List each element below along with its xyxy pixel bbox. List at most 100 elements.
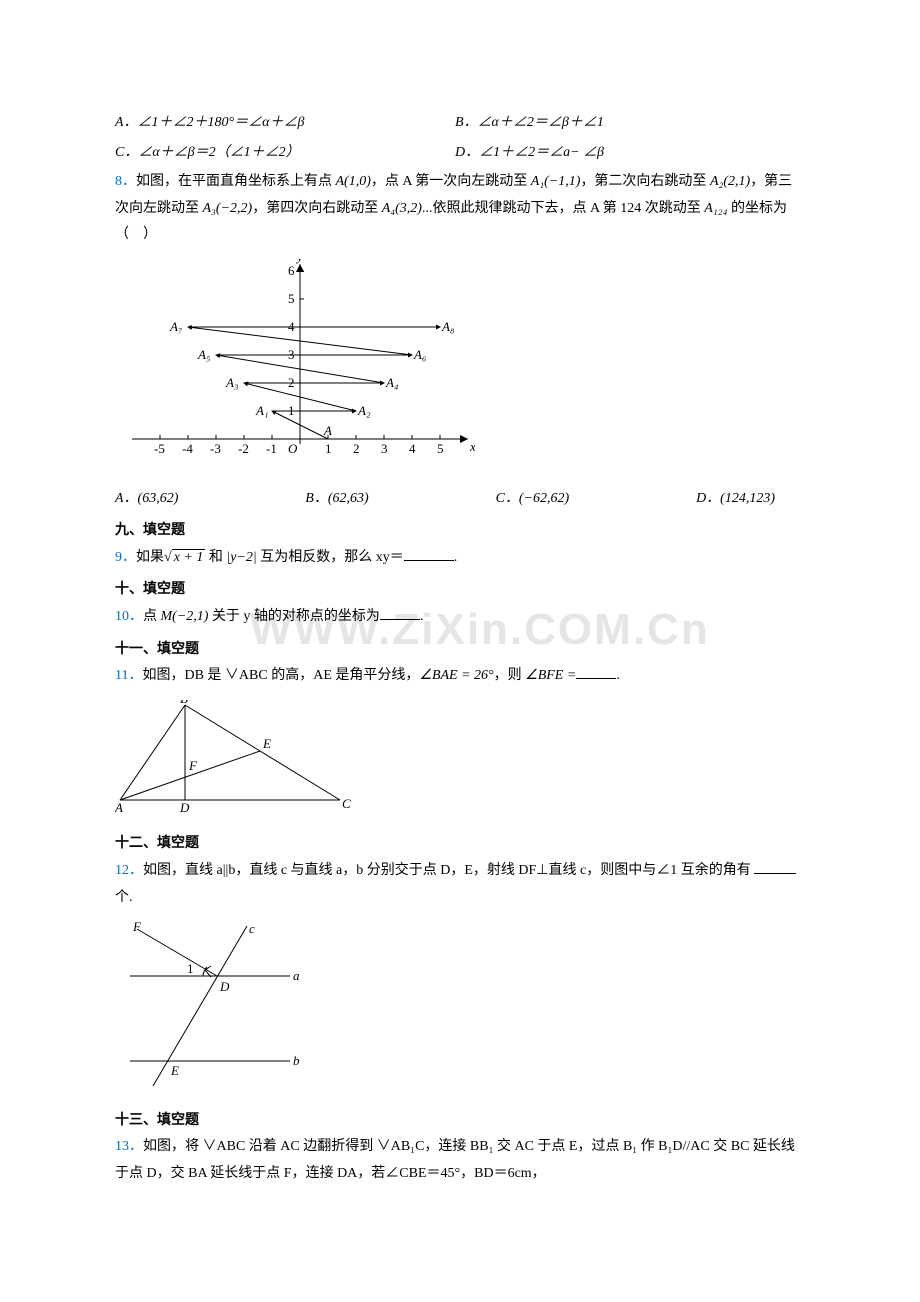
- p8-t3: ，第二次向右跳动至: [580, 174, 710, 189]
- p10-M: M(−2,1): [161, 609, 209, 624]
- opt-text: D．∠1＋∠2＝∠a− ∠β: [455, 140, 604, 167]
- p8-opt-A: A．(63,62): [115, 486, 178, 513]
- svg-text:1: 1: [187, 961, 194, 976]
- svg-text:A₄: A₄: [385, 375, 399, 390]
- svg-text:D: D: [179, 800, 190, 815]
- p8-A3: A₃(−2,2): [203, 201, 253, 216]
- opt-text: B．∠α＋∠2＝∠β＋∠1: [455, 110, 604, 137]
- page-content: A．∠1＋∠2＋180°＝∠α＋∠β B．∠α＋∠2＝∠β＋∠1 C．∠α＋∠β…: [115, 110, 805, 1187]
- problem-number: 8．: [115, 174, 136, 189]
- svg-text:4: 4: [409, 441, 416, 456]
- svg-text:A₃: A₃: [225, 375, 238, 390]
- lines-figure: 1 F c a b D E: [115, 921, 805, 1102]
- svg-text:F: F: [188, 758, 198, 773]
- blank-fill: [380, 606, 420, 620]
- svg-text:-5: -5: [154, 441, 165, 456]
- p8-A2: A₂(2,1): [710, 174, 750, 189]
- svg-text:A: A: [115, 800, 123, 815]
- svg-text:A₅: A₅: [197, 347, 210, 362]
- p8-A10: A(1,0): [336, 174, 371, 189]
- problem-number: 13．: [115, 1139, 143, 1154]
- sqrt-icon: √x + 1: [164, 545, 205, 572]
- svg-text:-4: -4: [182, 441, 193, 456]
- prob7-options-row1: A．∠1＋∠2＋180°＝∠α＋∠β B．∠α＋∠2＝∠β＋∠1: [115, 110, 805, 137]
- blank-fill: [754, 860, 796, 874]
- blank-fill: [576, 665, 616, 679]
- section-13-heading: 十三、填空题: [115, 1108, 805, 1135]
- svg-text:A₈: A₈: [441, 319, 455, 334]
- opt-text: C．∠α＋∠β＝2（∠1＋∠2）: [115, 140, 300, 167]
- p11-t3: .: [616, 668, 620, 683]
- p8-options: A．(63,62) B．(62,63) C．(−62,62) D．(124,12…: [115, 486, 805, 513]
- option-D-right: D．∠1＋∠2＝∠a− ∠β: [455, 140, 795, 167]
- p8-t1: 如图，在平面直角坐标系上有点: [136, 174, 336, 189]
- p10-t3: .: [420, 609, 424, 624]
- p8-t6: ...依照此规律跳动下去，点 A 第 124 次跳动至: [422, 201, 704, 216]
- svg-text:a: a: [293, 968, 300, 983]
- svg-text:y: y: [295, 259, 303, 264]
- svg-text:1: 1: [325, 441, 332, 456]
- svg-text:A₂: A₂: [357, 403, 371, 418]
- svg-text:A₇: A₇: [169, 319, 183, 334]
- svg-text:C: C: [342, 796, 351, 811]
- triangle-figure: A B C D E F: [115, 700, 805, 826]
- problem-9: 9．如果√x + 1 和 |y−2| 互为相反数，那么 xy＝.: [115, 545, 805, 572]
- p9-t2: 和: [205, 550, 226, 565]
- p8-t5: ，第四次向右跳动至: [252, 201, 382, 216]
- p10-t2: 关于 y 轴的对称点的坐标为: [208, 609, 380, 624]
- p13-t1: 如图，将 ∨ABC 沿着 AC 边翻折得到 ∨AB₁C，连接 BB₁ 交 AC …: [115, 1139, 795, 1181]
- option-B-right: B．∠α＋∠2＝∠β＋∠1: [455, 110, 795, 137]
- section-12-heading: 十二、填空题: [115, 831, 805, 858]
- p8-opt-D: D．(124,123): [696, 486, 775, 513]
- p8-opt-C: C．(−62,62): [496, 486, 570, 513]
- svg-text:5: 5: [288, 291, 295, 306]
- p9-t4: .: [454, 550, 458, 565]
- problem-number: 9．: [115, 550, 136, 565]
- svg-text:E: E: [262, 736, 271, 751]
- problem-number: 10．: [115, 609, 143, 624]
- svg-text:A₆: A₆: [413, 347, 426, 362]
- p9-abs: |y−2|: [226, 550, 256, 565]
- svg-text:A₁: A₁: [255, 403, 268, 418]
- svg-text:-1: -1: [266, 441, 277, 456]
- problem-10: 10．点 M(−2,1) 关于 y 轴的对称点的坐标为.: [115, 604, 805, 631]
- sqrt-body: x + 1: [172, 549, 206, 565]
- svg-text:b: b: [293, 1053, 300, 1068]
- svg-text:-2: -2: [238, 441, 249, 456]
- problem-12: 12．如图，直线 a||b，直线 c 与直线 a，b 分别交于点 D，E，射线 …: [115, 858, 805, 911]
- prob7-options-row2: C．∠α＋∠β＝2（∠1＋∠2） D．∠1＋∠2＝∠a− ∠β: [115, 140, 805, 167]
- svg-text:D: D: [219, 979, 230, 994]
- p8-A1: A₁(−1,1): [531, 174, 581, 189]
- p10-t1: 点: [143, 609, 161, 624]
- p8-opt-B: B．(62,63): [305, 486, 368, 513]
- p9-t3: 互为相反数，那么 xy＝: [257, 550, 404, 565]
- p9-t1: 如果: [136, 550, 164, 565]
- p8-A124: A₁₂₄: [704, 201, 727, 216]
- problem-13: 13．如图，将 ∨ABC 沿着 AC 边翻折得到 ∨AB₁C，连接 BB₁ 交 …: [115, 1134, 805, 1187]
- p11-t2: ，则: [494, 668, 526, 683]
- opt-text: A．∠1＋∠2＋180°＝∠α＋∠β: [115, 110, 304, 137]
- svg-text:A: A: [323, 423, 332, 438]
- p11-angleBFE: ∠BFE =: [525, 668, 576, 683]
- svg-text:3: 3: [381, 441, 388, 456]
- coord-graph-figure: x y -5 -4 -3 -2 -1 O 1 2 3 4 5: [115, 259, 805, 480]
- problem-8: 8．如图，在平面直角坐标系上有点 A(1,0)，点 A 第一次向左跳动至 A₁(…: [115, 169, 805, 249]
- svg-text:c: c: [249, 921, 255, 936]
- p11-angleBAE: ∠BAE = 26°: [419, 668, 493, 683]
- svg-text:F: F: [132, 921, 142, 934]
- section-9-heading: 九、填空题: [115, 518, 805, 545]
- option-C-left: C．∠α＋∠β＝2（∠1＋∠2）: [115, 140, 455, 167]
- p8-A4: A₄(3,2): [382, 201, 422, 216]
- svg-text:O: O: [288, 441, 298, 456]
- svg-text:B: B: [180, 700, 188, 706]
- problem-11: 11．如图，DB 是 ∨ABC 的高，AE 是角平分线，∠BAE = 26°，则…: [115, 663, 805, 690]
- option-A-left: A．∠1＋∠2＋180°＝∠α＋∠β: [115, 110, 455, 137]
- p8-t2: ，点 A 第一次向左跳动至: [371, 174, 531, 189]
- section-10-heading: 十、填空题: [115, 577, 805, 604]
- problem-number: 11．: [115, 668, 142, 683]
- p11-t1: 如图，DB 是 ∨ABC 的高，AE 是角平分线，: [142, 668, 419, 683]
- p12-t1: 如图，直线 a||b，直线 c 与直线 a，b 分别交于点 D，E，射线 DF⊥…: [143, 863, 754, 878]
- problem-number: 12．: [115, 863, 143, 878]
- svg-text:2: 2: [353, 441, 360, 456]
- svg-text:-3: -3: [210, 441, 221, 456]
